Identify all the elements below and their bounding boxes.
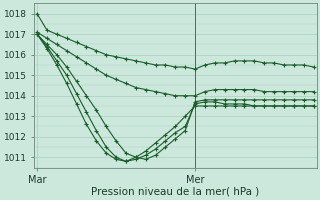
X-axis label: Pression niveau de la mer( hPa ): Pression niveau de la mer( hPa ): [91, 187, 260, 197]
